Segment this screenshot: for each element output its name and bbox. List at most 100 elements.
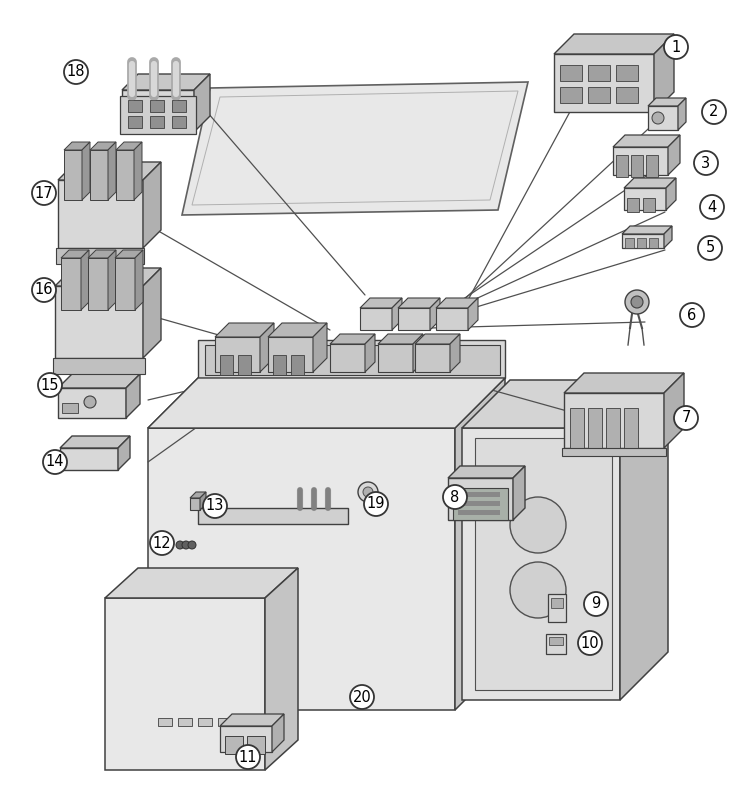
Bar <box>649 238 658 248</box>
Circle shape <box>32 181 56 205</box>
Polygon shape <box>200 492 206 510</box>
Polygon shape <box>122 74 210 90</box>
Polygon shape <box>360 308 392 330</box>
Polygon shape <box>462 380 668 428</box>
Polygon shape <box>648 106 678 130</box>
Bar <box>458 510 500 515</box>
Polygon shape <box>392 298 402 330</box>
Polygon shape <box>564 393 664 448</box>
Polygon shape <box>620 380 668 700</box>
Bar <box>128 100 142 112</box>
Polygon shape <box>108 250 116 310</box>
Polygon shape <box>105 568 298 598</box>
Circle shape <box>584 592 608 616</box>
Bar <box>570 408 584 450</box>
Text: 13: 13 <box>206 498 224 514</box>
Polygon shape <box>135 250 143 310</box>
Circle shape <box>176 541 184 549</box>
Polygon shape <box>448 478 513 520</box>
Circle shape <box>625 290 649 314</box>
Polygon shape <box>330 334 375 344</box>
Bar <box>458 492 500 497</box>
Polygon shape <box>455 378 505 710</box>
Polygon shape <box>365 334 375 372</box>
Polygon shape <box>554 54 654 112</box>
Polygon shape <box>90 150 108 200</box>
Bar <box>616 87 638 103</box>
Text: 18: 18 <box>67 65 85 79</box>
Bar <box>220 355 233 375</box>
Text: 15: 15 <box>41 378 59 393</box>
Bar <box>588 87 610 103</box>
Polygon shape <box>61 250 89 258</box>
Polygon shape <box>60 436 130 448</box>
Polygon shape <box>220 714 284 726</box>
Bar <box>273 355 286 375</box>
Circle shape <box>674 406 698 430</box>
Polygon shape <box>116 150 134 200</box>
Bar <box>178 718 192 726</box>
Polygon shape <box>122 90 194 132</box>
Polygon shape <box>413 334 423 372</box>
Text: 4: 4 <box>708 199 717 214</box>
Bar <box>238 355 251 375</box>
Circle shape <box>150 531 174 555</box>
Polygon shape <box>205 345 500 375</box>
Circle shape <box>443 485 467 509</box>
Polygon shape <box>436 298 478 308</box>
Polygon shape <box>613 135 680 147</box>
Circle shape <box>203 494 227 518</box>
Text: 17: 17 <box>35 186 53 201</box>
Polygon shape <box>134 142 142 200</box>
Polygon shape <box>116 142 142 150</box>
Polygon shape <box>398 298 440 308</box>
Polygon shape <box>182 82 528 215</box>
Bar <box>616 65 638 81</box>
Polygon shape <box>143 162 161 248</box>
Polygon shape <box>664 373 684 448</box>
Bar <box>218 718 232 726</box>
Polygon shape <box>58 162 161 180</box>
Polygon shape <box>664 226 672 248</box>
Bar <box>56 248 144 264</box>
Bar <box>150 100 164 112</box>
Bar <box>198 718 212 726</box>
Bar <box>560 87 582 103</box>
Polygon shape <box>115 258 135 310</box>
Bar <box>588 408 602 450</box>
Polygon shape <box>81 250 89 310</box>
Polygon shape <box>666 178 676 210</box>
Polygon shape <box>126 374 140 418</box>
Bar <box>128 116 142 128</box>
Circle shape <box>64 60 88 84</box>
Polygon shape <box>462 428 620 700</box>
Text: 7: 7 <box>681 410 690 426</box>
Circle shape <box>38 373 62 397</box>
Polygon shape <box>108 142 116 200</box>
Polygon shape <box>105 598 265 770</box>
Text: 2: 2 <box>709 105 719 119</box>
Circle shape <box>236 745 260 769</box>
Polygon shape <box>272 714 284 752</box>
Bar <box>548 594 566 622</box>
Polygon shape <box>58 388 126 418</box>
Polygon shape <box>260 323 274 372</box>
Bar <box>637 238 646 248</box>
Polygon shape <box>220 726 272 752</box>
Polygon shape <box>82 142 90 200</box>
Polygon shape <box>148 378 505 428</box>
Bar <box>631 155 643 177</box>
Polygon shape <box>654 34 674 112</box>
Polygon shape <box>198 340 505 378</box>
Bar <box>53 358 145 374</box>
Polygon shape <box>330 344 365 372</box>
Polygon shape <box>190 492 206 498</box>
Bar <box>158 718 172 726</box>
Text: 6: 6 <box>687 307 696 322</box>
Circle shape <box>631 296 643 308</box>
Polygon shape <box>88 250 116 258</box>
Bar <box>458 501 500 506</box>
Circle shape <box>363 487 373 497</box>
Circle shape <box>350 685 374 709</box>
Circle shape <box>188 541 196 549</box>
